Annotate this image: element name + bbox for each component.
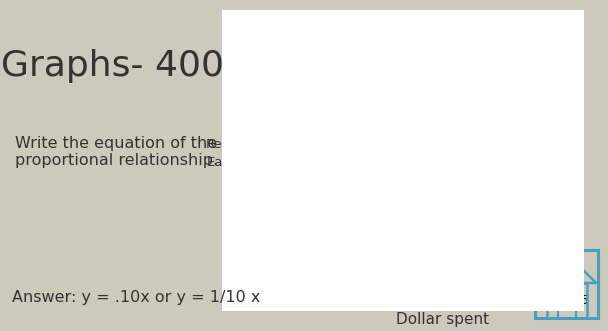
Point: [576, 37, 586, 42]
Point: [410, 184, 420, 189]
Point: [354, 233, 364, 238]
Y-axis label: Reward
Earned
($): Reward Earned ($): [206, 138, 255, 187]
Text: Graphs- 400: Graphs- 400: [1, 49, 224, 83]
Point: [299, 282, 309, 287]
Point: [520, 86, 530, 91]
Point: [465, 135, 475, 140]
Text: Answer: y = .10x or y = 1/10 x: Answer: y = .10x or y = 1/10 x: [12, 290, 261, 306]
Bar: [558, 298, 576, 318]
X-axis label: Dollar spent: Dollar spent: [396, 312, 489, 327]
Title: Rewards Program: Rewards Program: [369, 19, 516, 37]
Text: Write the equation of the
proportional relationship.: Write the equation of the proportional r…: [15, 136, 218, 168]
